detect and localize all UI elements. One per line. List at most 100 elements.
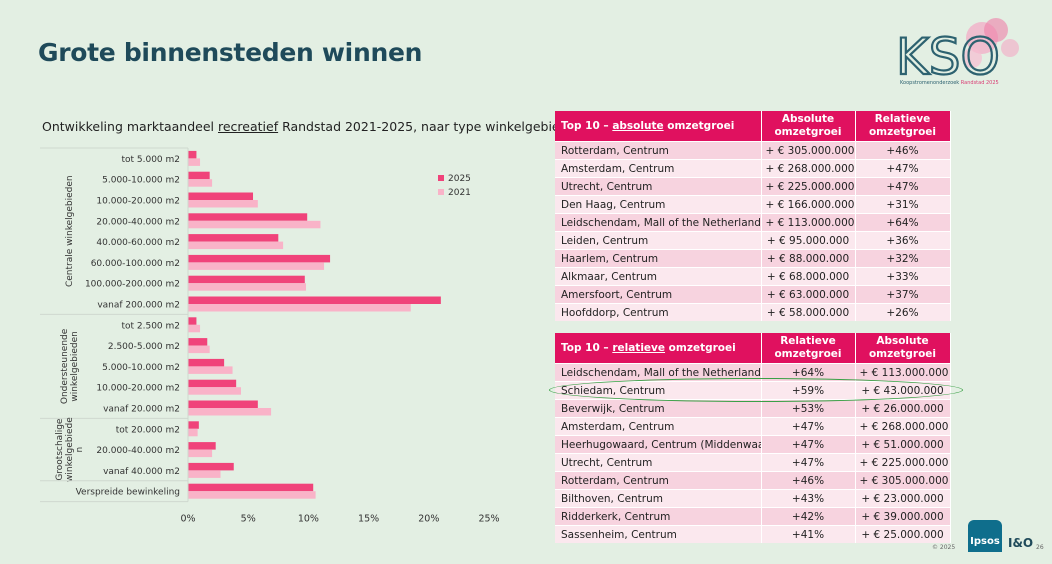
legend-swatch-2025 <box>438 175 444 181</box>
bar-2025 <box>188 317 197 325</box>
legend-label-2025: 2025 <box>448 174 471 184</box>
cell-col2: + € 95.000.000 <box>761 231 856 250</box>
category-label: vanaf 20.000 m2 <box>103 405 180 415</box>
cell-col3: + € 113.000.000 <box>855 363 951 382</box>
cell-col2: + € 166.000.000 <box>761 195 856 214</box>
logo-subtitle-a: Koopstromenonderzoek <box>900 80 960 86</box>
cell-location: Amersfoort, Centrum <box>555 285 762 304</box>
cell-col2: +41% <box>761 525 856 543</box>
bar-2025 <box>188 234 279 242</box>
table-absolute-growth: Top 10 – absolute omzetgroei Absolute om… <box>555 111 951 321</box>
cell-col2: + € 58.000.000 <box>761 303 856 321</box>
cell-col2: +47% <box>761 417 856 436</box>
bar-2025 <box>188 400 258 408</box>
cell-col2: + € 88.000.000 <box>761 249 856 268</box>
page-number: 26 <box>1036 544 1044 551</box>
table-absolute-row: Rotterdam, Centrum + € 305.000.000 +46% <box>555 141 951 160</box>
category-label: vanaf 40.000 m2 <box>103 467 180 477</box>
legend-swatch-2021 <box>438 189 444 195</box>
cell-col3: + € 26.000.000 <box>855 399 951 418</box>
page-title: Grote binnensteden winnen <box>38 38 423 67</box>
cell-col2: +43% <box>761 489 856 508</box>
table-absolute-header: Top 10 – absolute omzetgroei Absolute om… <box>555 111 951 142</box>
cell-col2: + € 225.000.000 <box>761 177 856 196</box>
cell-col3: + € 43.000.000 <box>855 381 951 400</box>
category-label: vanaf 200.000 m2 <box>97 301 180 311</box>
bar-2021 <box>188 366 233 374</box>
copyright-text: © 2025 <box>932 544 956 551</box>
cell-location: Amsterdam, Centrum <box>555 417 762 436</box>
table-relative-header-col3: Absolute omzetgroei <box>855 333 951 364</box>
bar-2021 <box>188 220 321 229</box>
table-relative-row: Bilthoven, Centrum +43% + € 23.000.000 <box>555 489 951 508</box>
bar-2025 <box>188 338 208 346</box>
bar-2025 <box>188 254 331 263</box>
cell-location: Rotterdam, Centrum <box>555 471 762 490</box>
bar-2021 <box>188 200 258 208</box>
cell-location: Leidschendam, Mall of the Netherlands <box>555 363 762 382</box>
cell-col2: + € 113.000.000 <box>761 213 856 232</box>
category-label: 20.000-40.000 m2 <box>96 217 180 227</box>
cell-col2: +64% <box>761 363 856 382</box>
cell-col3: +32% <box>855 249 951 268</box>
bar-chart: tot 5.000 m2 5.000-10.000 m2 10.000-20.000… <box>40 147 500 525</box>
cell-col3: + € 268.000.000 <box>855 417 951 436</box>
bar-2021 <box>188 491 316 499</box>
table-relative-row: Rotterdam, Centrum +46% + € 305.000.000 <box>555 471 951 490</box>
bar-2021 <box>188 470 221 478</box>
cell-location: Alkmaar, Centrum <box>555 267 762 286</box>
category-label: tot 20.000 m2 <box>116 425 180 435</box>
cell-col3: +47% <box>855 159 951 178</box>
bar-2021 <box>188 179 213 187</box>
cell-col3: + € 51.000.000 <box>855 435 951 454</box>
cell-col2: +59% <box>761 381 856 400</box>
cell-location: Leiden, Centrum <box>555 231 762 250</box>
cell-col3: + € 39.000.000 <box>855 507 951 526</box>
cell-col3: + € 23.000.000 <box>855 489 951 508</box>
bar-2025 <box>188 442 216 450</box>
table-relative-row: Utrecht, Centrum +47% + € 225.000.000 <box>555 453 951 472</box>
bar-2021 <box>188 449 213 458</box>
cell-col2: +47% <box>761 453 856 472</box>
x-tick-label: 10% <box>298 514 319 525</box>
bar-2021 <box>188 408 272 416</box>
category-label: 10.000-20.000 m2 <box>96 384 180 394</box>
table-absolute-header-col3: Relatieve omzetgroei <box>855 111 951 142</box>
cell-location: Beverwijk, Centrum <box>555 399 762 418</box>
bar-2025 <box>188 379 237 388</box>
category-label: 2.500-5.000 m2 <box>108 342 180 352</box>
table-absolute-row: Utrecht, Centrum + € 225.000.000 +47% <box>555 177 951 196</box>
category-label: tot 5.000 m2 <box>121 155 180 165</box>
cell-location: Sassenheim, Centrum <box>555 525 762 543</box>
group-label: n <box>75 447 85 453</box>
cell-col3: +46% <box>855 141 951 160</box>
category-label: Verspreide bewinkeling <box>76 488 180 498</box>
cell-location: Den Haag, Centrum <box>555 195 762 214</box>
cell-col2: +42% <box>761 507 856 526</box>
bar-2025 <box>188 275 305 284</box>
bar-2025 <box>188 421 199 429</box>
table-absolute-row: Alkmaar, Centrum + € 68.000.000 +33% <box>555 267 951 286</box>
cell-location: Schiedam, Centrum <box>555 381 762 400</box>
category-label: 40.000-60.000 m2 <box>96 238 180 248</box>
table-absolute-row: Leiden, Centrum + € 95.000.000 +36% <box>555 231 951 250</box>
ipsos-logo: Ipsos <box>968 520 1002 552</box>
group-label: Ondersteunende <box>60 328 70 404</box>
bar-2025 <box>188 483 314 492</box>
cell-col2: +53% <box>761 399 856 418</box>
table-relative-row: Schiedam, Centrum +59% + € 43.000.000 <box>555 381 951 400</box>
table-absolute-row: Amsterdam, Centrum + € 268.000.000 +47% <box>555 159 951 178</box>
cell-col3: +26% <box>855 303 951 321</box>
category-label: 60.000-100.000 m2 <box>91 259 180 269</box>
table-absolute-row: Haarlem, Centrum + € 88.000.000 +32% <box>555 249 951 268</box>
cell-col3: +33% <box>855 267 951 286</box>
logo-subtitle: Koopstromenonderzoek Randstad 2025 <box>900 80 999 86</box>
x-tick-label: 5% <box>241 514 256 525</box>
bar-2025 <box>188 150 197 159</box>
bar-2021 <box>188 283 306 291</box>
logo-subtitle-b: Randstad 2025 <box>960 80 999 86</box>
cell-col3: +31% <box>855 195 951 214</box>
table-relative-row: Leidschendam, Mall of the Netherlands +64… <box>555 363 951 382</box>
cell-location: Heerhugowaard, Centrum (Middenwaard) <box>555 435 762 454</box>
bar-2021 <box>188 428 198 437</box>
